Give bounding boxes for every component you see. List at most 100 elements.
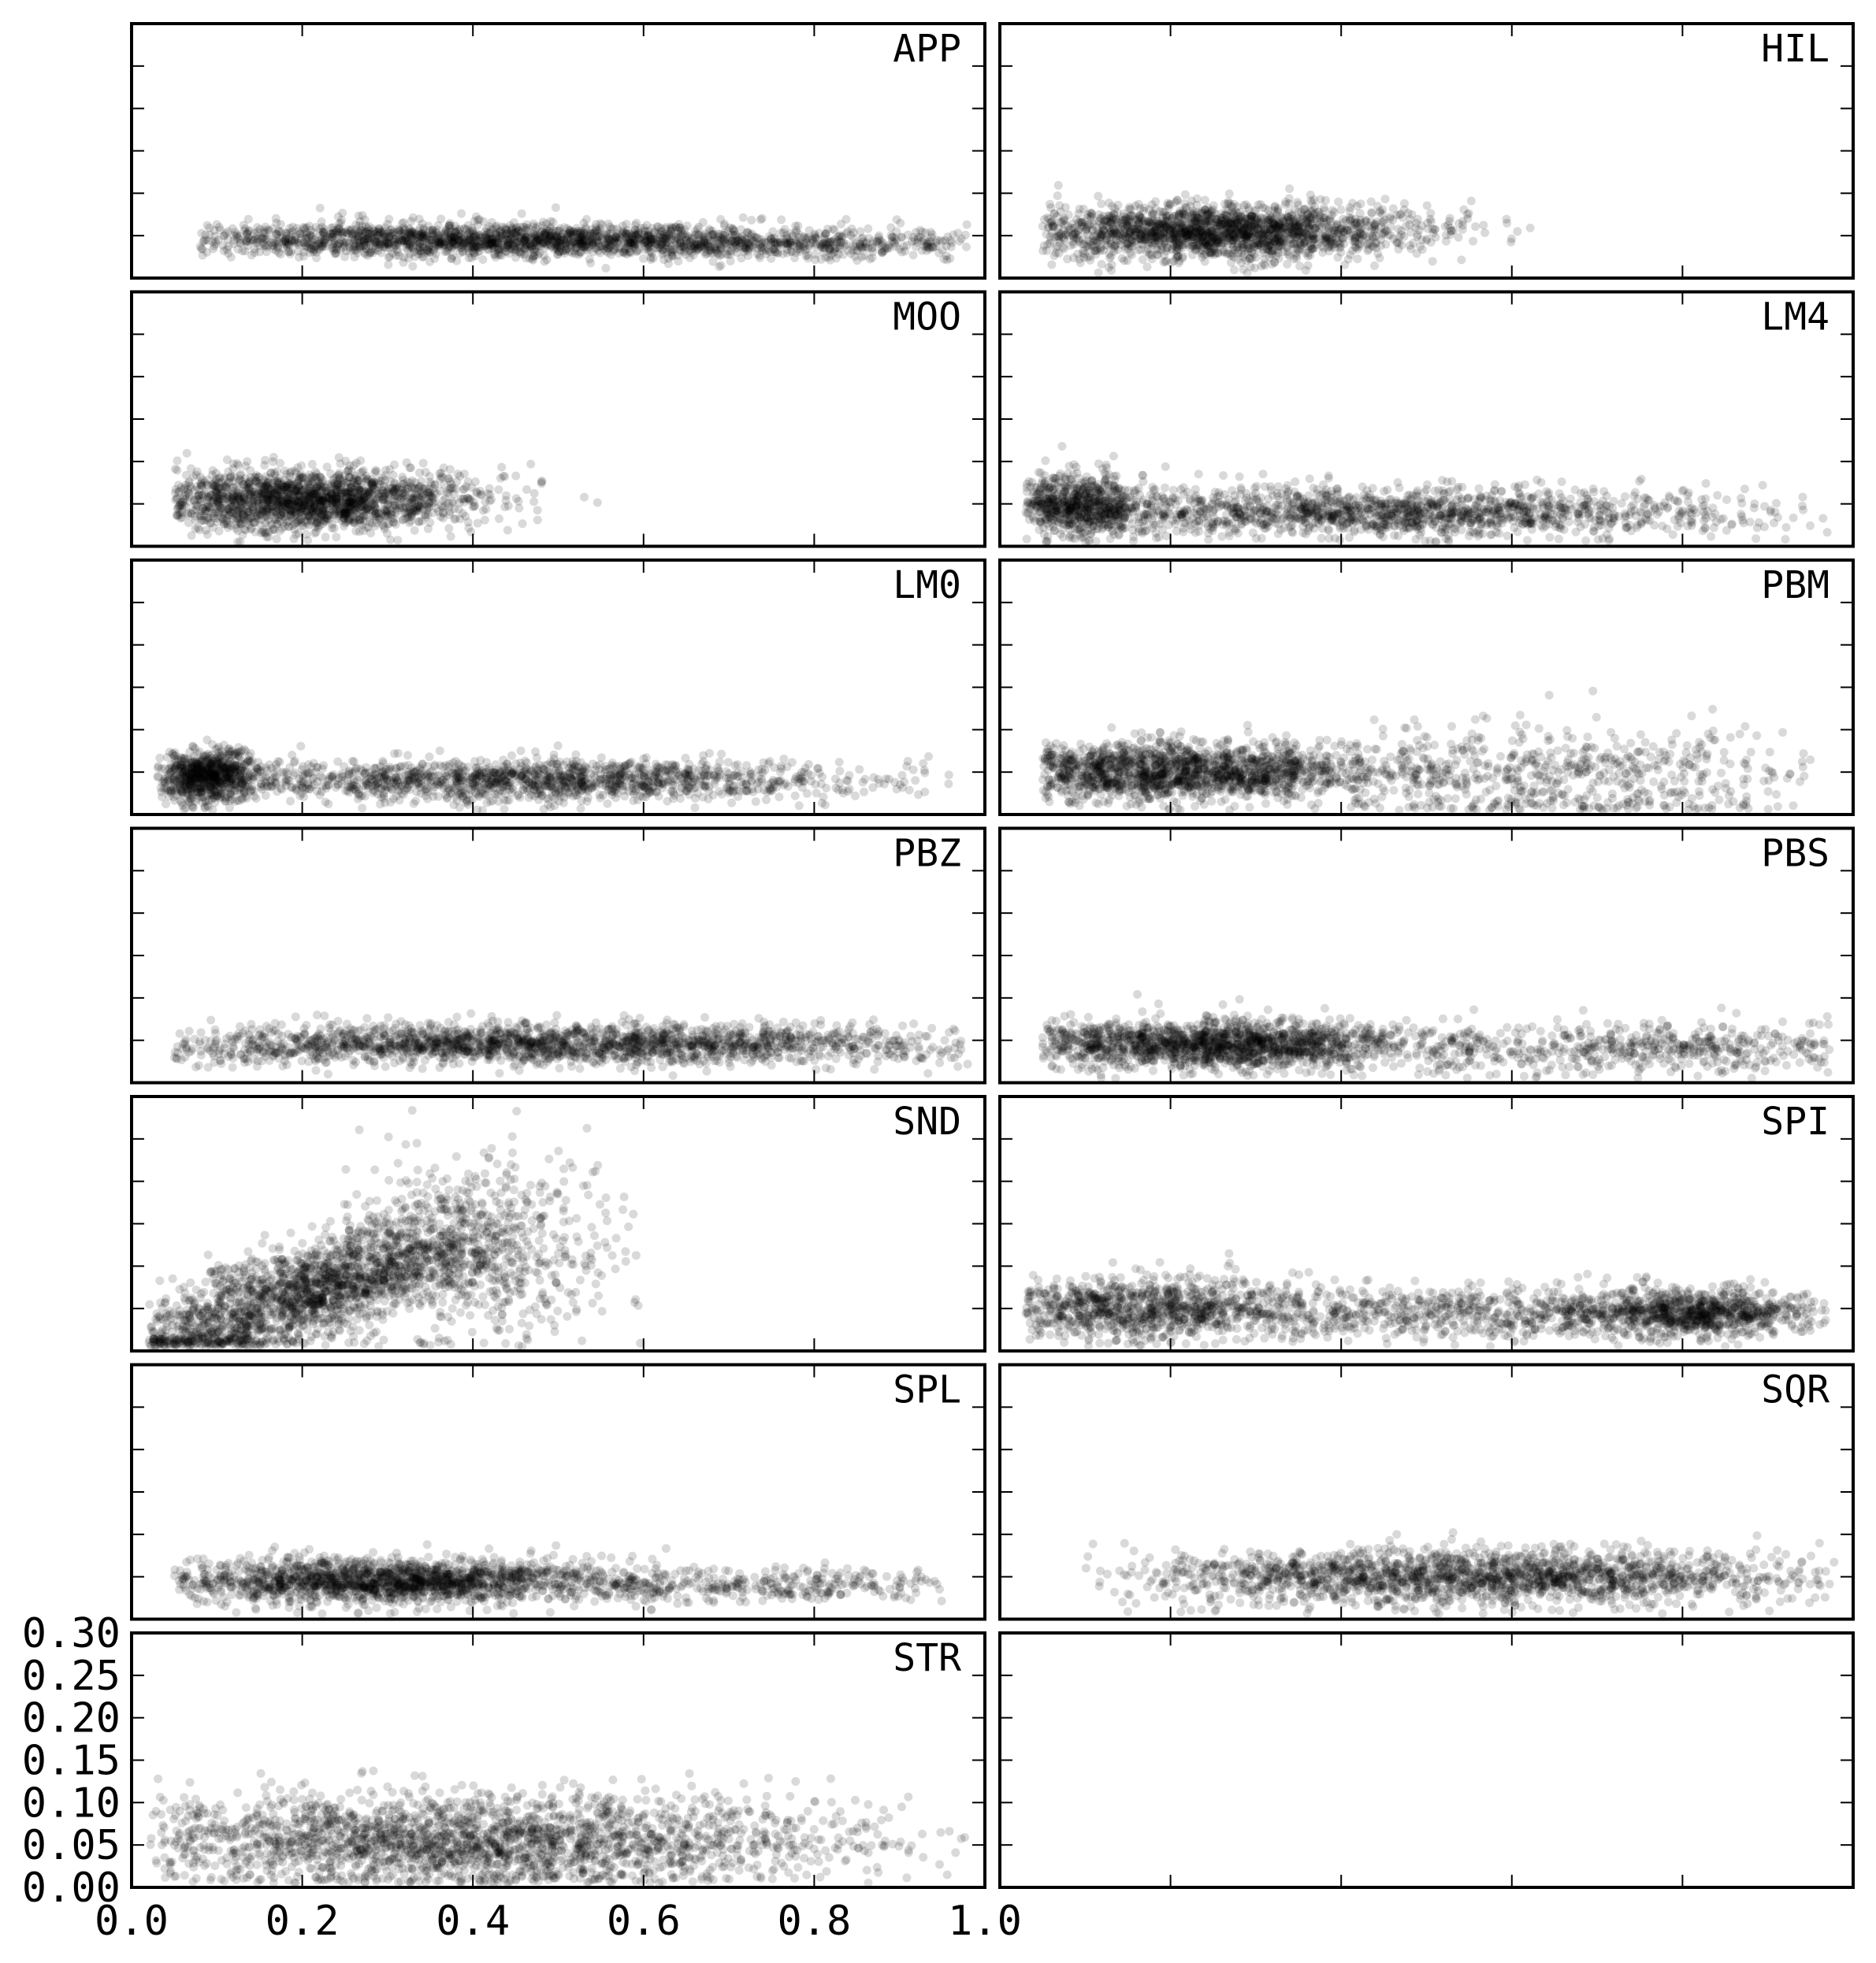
scatter-point bbox=[494, 245, 503, 254]
scatter-point bbox=[263, 225, 273, 235]
scatter-point bbox=[359, 241, 369, 250]
scatter-point bbox=[1105, 199, 1113, 208]
scatter-point bbox=[272, 534, 281, 544]
scatter-point bbox=[680, 245, 689, 254]
scatter-point bbox=[520, 235, 529, 244]
scatter-point bbox=[468, 247, 477, 256]
scatter-point bbox=[475, 247, 485, 256]
scatter-point bbox=[229, 231, 239, 240]
scatter-point bbox=[545, 231, 554, 240]
scatter-point bbox=[1186, 202, 1195, 211]
scatter-point bbox=[773, 238, 782, 247]
scatter-point bbox=[630, 238, 639, 247]
scatter-point bbox=[828, 225, 838, 234]
scatter-point bbox=[562, 236, 571, 246]
scatter-point bbox=[443, 227, 452, 236]
scatter-point bbox=[887, 233, 897, 242]
scatter-point bbox=[410, 228, 420, 238]
scatter-point bbox=[449, 239, 458, 248]
scatter-point bbox=[569, 232, 578, 242]
scatter-point bbox=[1287, 239, 1296, 249]
scatter-point bbox=[1309, 244, 1317, 254]
scatter-point bbox=[782, 245, 792, 254]
scatter-point bbox=[354, 243, 363, 253]
scatter-point bbox=[340, 252, 349, 262]
scatter-point bbox=[410, 525, 419, 535]
scatter-point bbox=[621, 245, 630, 254]
scatter-point bbox=[332, 244, 341, 254]
scatter-point bbox=[388, 228, 398, 237]
scatter-point bbox=[1053, 191, 1062, 200]
scatter-point bbox=[384, 238, 394, 247]
scatter-point bbox=[314, 244, 323, 254]
scatter-point bbox=[645, 243, 655, 251]
scatter-point bbox=[276, 458, 284, 468]
scatter-point bbox=[585, 236, 594, 246]
scatter-point bbox=[277, 228, 286, 236]
scatter-point bbox=[1039, 241, 1049, 250]
scatter-point bbox=[601, 230, 611, 239]
scatter-point bbox=[303, 239, 313, 248]
scatter-point bbox=[667, 223, 677, 232]
scatter-point bbox=[332, 227, 341, 236]
scatter-point bbox=[507, 225, 516, 235]
scatter-point bbox=[319, 227, 329, 236]
scatter-point bbox=[776, 237, 786, 247]
scatter-point bbox=[467, 239, 477, 249]
scatter-point bbox=[372, 236, 381, 246]
scatter-point bbox=[949, 230, 958, 239]
scatter-point bbox=[620, 239, 630, 248]
scatter-point bbox=[492, 221, 502, 231]
scatter-point bbox=[541, 231, 550, 240]
scatter-point bbox=[625, 243, 633, 253]
scatter-point bbox=[366, 240, 375, 250]
scatter-point bbox=[1466, 196, 1476, 206]
scatter-point bbox=[343, 229, 352, 239]
scatter-point bbox=[683, 232, 693, 241]
scatter-point bbox=[378, 232, 388, 241]
scatter-point bbox=[551, 234, 560, 243]
scatter-point bbox=[587, 231, 596, 240]
scatter-point bbox=[657, 239, 667, 249]
scatter-point bbox=[485, 233, 495, 243]
scatter-point bbox=[446, 235, 455, 243]
scatter-point bbox=[549, 230, 559, 239]
scatter-point bbox=[690, 242, 700, 251]
scatter-point bbox=[1458, 217, 1468, 226]
scatter-point bbox=[561, 247, 570, 256]
scatter-point bbox=[503, 241, 512, 250]
scatter-point bbox=[287, 236, 296, 245]
scatter-point bbox=[938, 237, 947, 247]
scatter-point bbox=[561, 238, 570, 247]
scatter-point bbox=[446, 532, 455, 541]
scatter-point bbox=[428, 225, 437, 235]
scatter-point bbox=[408, 213, 418, 222]
scatter-point bbox=[693, 240, 703, 250]
scatter-point bbox=[495, 231, 504, 240]
scatter-point bbox=[559, 235, 569, 244]
scatter-point bbox=[861, 239, 871, 248]
scatter-point bbox=[537, 227, 547, 236]
scatter-point bbox=[284, 240, 294, 250]
scatter-point bbox=[481, 233, 490, 243]
scatter-point bbox=[588, 240, 597, 250]
scatter-point bbox=[419, 224, 429, 233]
scatter-point bbox=[405, 225, 414, 234]
scatter-point bbox=[563, 234, 572, 243]
scatter-point bbox=[329, 246, 338, 255]
scatter-points bbox=[195, 203, 971, 273]
scatter-point bbox=[1148, 210, 1157, 219]
scatter-point bbox=[1321, 195, 1330, 205]
scatter-point bbox=[522, 225, 530, 234]
scatter-point bbox=[466, 253, 476, 262]
scatter-point bbox=[358, 211, 367, 220]
scatter-point bbox=[710, 245, 719, 254]
scatter-point bbox=[321, 238, 329, 247]
scatter-point bbox=[567, 242, 576, 251]
scatter-point bbox=[345, 243, 355, 252]
scatter-point bbox=[594, 239, 604, 248]
scatter-point bbox=[1332, 221, 1342, 230]
scatter-point bbox=[464, 246, 473, 255]
scatter-point bbox=[941, 236, 950, 245]
scatter-point bbox=[515, 243, 525, 252]
